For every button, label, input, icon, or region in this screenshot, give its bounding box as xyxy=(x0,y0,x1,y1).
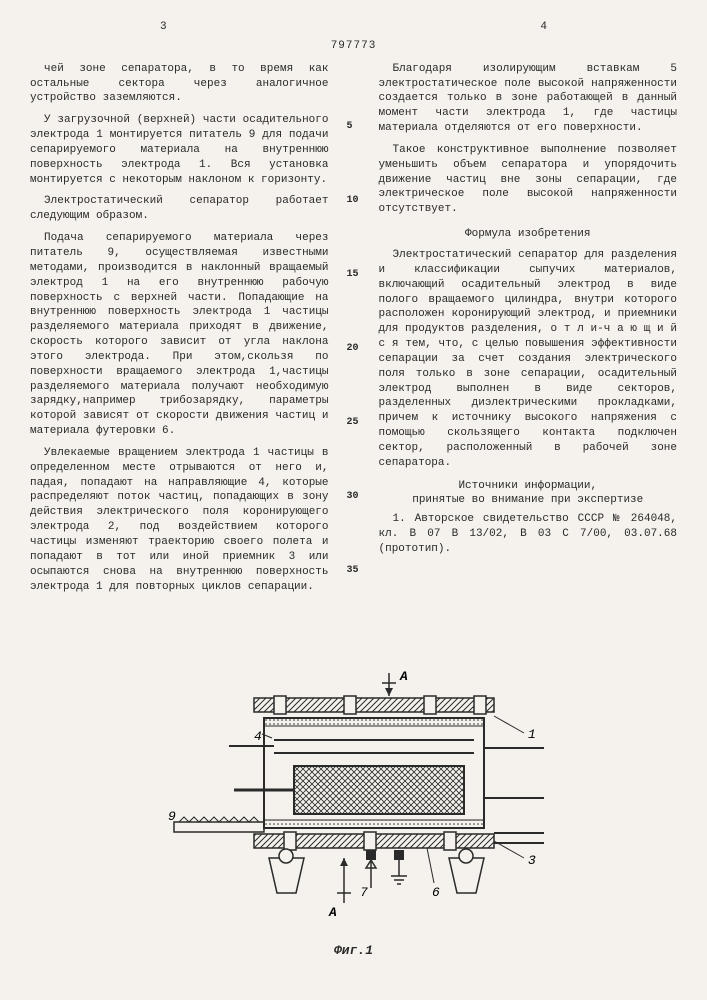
svg-text:1: 1 xyxy=(528,727,536,742)
line-marker: 30 xyxy=(347,490,361,564)
svg-text:A: A xyxy=(399,669,408,684)
para: Такое конструктивное выполнение позволяе… xyxy=(379,143,678,217)
para: Электростатический сепаратор для разделе… xyxy=(379,248,678,471)
para: Увлекаемые вращением электрода 1 частицы… xyxy=(30,446,329,594)
line-marker: 25 xyxy=(347,416,361,490)
patent-number: 797773 xyxy=(30,39,677,54)
figure-label: Фиг.1 xyxy=(30,942,677,960)
page-number-right: 4 xyxy=(540,20,547,35)
line-marker: 20 xyxy=(347,342,361,416)
para: Благодаря изолирующим вставкам 5 электро… xyxy=(379,62,678,136)
svg-text:7: 7 xyxy=(360,885,368,900)
page-numbers: 3 4 xyxy=(30,20,677,35)
para: Подача сепарируемого материала через пит… xyxy=(30,231,329,439)
formula-title: Формула изобретения xyxy=(379,227,678,242)
line-marker: 10 xyxy=(347,194,361,268)
left-column: чей зоне сепаратора, в то время как оста… xyxy=(30,62,329,638)
line-marker: 5 xyxy=(347,120,361,194)
para: У загрузочной (верхней) части осадительн… xyxy=(30,113,329,187)
para: 1. Авторское свидетельство СССР № 264048… xyxy=(379,512,678,557)
separator-diagram: A A 1 3 4 6 7 9 xyxy=(144,658,564,938)
text-columns: чей зоне сепаратора, в то время как оста… xyxy=(30,62,677,638)
line-number-gutter: 5 10 15 20 25 30 35 xyxy=(347,62,361,638)
figure-1: A A 1 3 4 6 7 9 Фиг.1 xyxy=(30,658,677,960)
svg-text:3: 3 xyxy=(528,853,536,868)
right-column: Благодаря изолирующим вставкам 5 электро… xyxy=(379,62,678,638)
sources-title: Источники информации, принятые во вниман… xyxy=(379,479,678,509)
svg-text:6: 6 xyxy=(432,885,440,900)
svg-text:9: 9 xyxy=(168,809,176,824)
para: чей зоне сепаратора, в то время как оста… xyxy=(30,62,329,107)
page-number-left: 3 xyxy=(160,20,167,35)
svg-text:4: 4 xyxy=(254,729,262,744)
para: Электростатический сепаратор работает сл… xyxy=(30,194,329,224)
line-marker: 15 xyxy=(347,268,361,342)
svg-text:A: A xyxy=(328,905,337,920)
line-marker: 35 xyxy=(347,564,361,638)
